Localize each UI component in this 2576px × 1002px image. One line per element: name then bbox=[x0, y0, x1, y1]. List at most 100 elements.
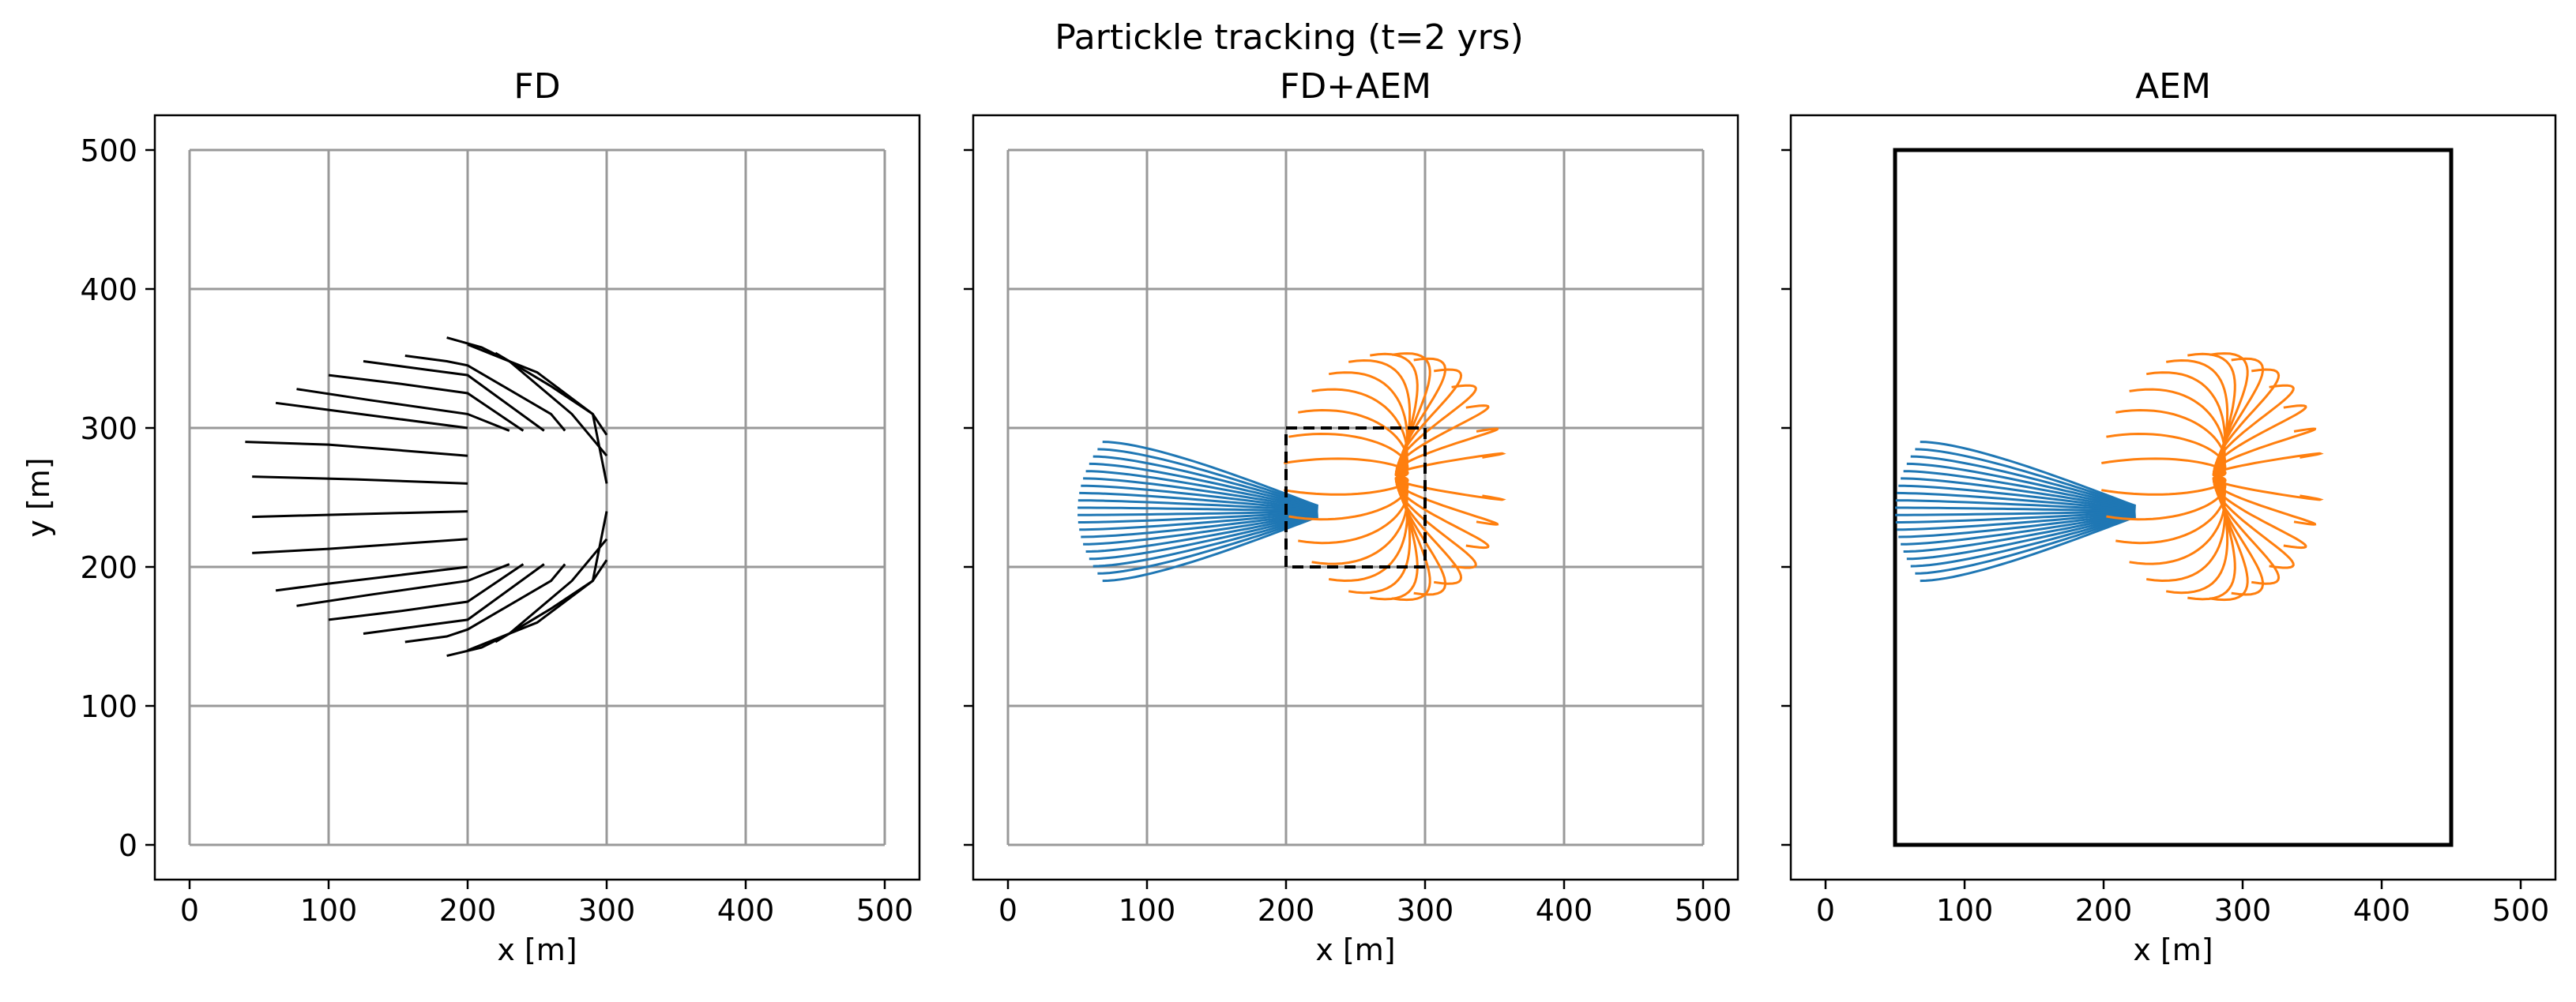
blue-pathline bbox=[1089, 513, 1318, 561]
subplot-group: FD 0 100 200 300 400 500 0 100 200 300 400 500 x [m] y… bbox=[21, 66, 2557, 967]
x-tick-label: 300 bbox=[578, 893, 636, 928]
blue-pathline bbox=[1102, 516, 1319, 583]
subplot-title: AEM bbox=[2135, 66, 2211, 107]
orange-pathline bbox=[2106, 432, 2227, 478]
fd-pathline bbox=[252, 538, 468, 554]
orange-pathline bbox=[2129, 475, 2226, 565]
y-tick-label: 400 bbox=[80, 272, 137, 307]
subplot-2: AEM 0 100 200 300 400 500 x [m] bbox=[1781, 66, 2557, 967]
fd-pathline bbox=[495, 351, 608, 436]
blue-pathline bbox=[1097, 515, 1318, 575]
orange-pathline bbox=[2212, 452, 2324, 478]
aem-subdomain-box bbox=[1284, 426, 1427, 569]
orange-pathline bbox=[2115, 408, 2227, 478]
x-tick-label: 100 bbox=[1936, 893, 1994, 928]
x-tick-label: 0 bbox=[1816, 893, 1835, 928]
orange-pathline bbox=[1288, 475, 1409, 521]
blue-pathline bbox=[1895, 511, 2136, 524]
blue-pathline bbox=[1079, 491, 1318, 512]
subplot-title: FD+AEM bbox=[1280, 66, 1431, 107]
aem-domain-boundary bbox=[1893, 148, 2454, 847]
x-tick-label: 500 bbox=[856, 893, 914, 928]
blue-pathline bbox=[1092, 455, 1318, 509]
blue-pathline bbox=[1898, 484, 2136, 511]
orange-pathline bbox=[1288, 432, 1409, 478]
blue-pathline bbox=[1906, 513, 2136, 561]
axes-frame bbox=[972, 114, 1739, 881]
fd-pathline bbox=[328, 563, 525, 621]
blue-pathline bbox=[1077, 506, 1318, 512]
y-tick-label: 300 bbox=[80, 411, 137, 446]
fd-pathline bbox=[404, 563, 566, 644]
x-tick-label: 400 bbox=[1536, 893, 1593, 928]
fd-pathline bbox=[296, 563, 510, 607]
y-axis-label: y [m] bbox=[21, 457, 56, 537]
fd-pathline bbox=[252, 475, 468, 485]
blue-pathline bbox=[1895, 499, 2136, 512]
x-tick-label: 200 bbox=[1258, 893, 1315, 928]
subplot-title: FD bbox=[513, 66, 560, 107]
fd-pathline bbox=[446, 538, 608, 658]
subplot-1: FD+AEM 0 100 200 300 400 500 x [m] bbox=[964, 66, 1739, 967]
blue-pathline bbox=[1089, 462, 1318, 509]
blue-pathline bbox=[1077, 511, 1318, 524]
orange-pathline bbox=[2106, 475, 2227, 521]
x-tick-label: 0 bbox=[998, 893, 1017, 928]
orange-pathline bbox=[1394, 475, 1499, 526]
x-tick-label: 100 bbox=[300, 893, 358, 928]
fd-pathline bbox=[275, 401, 468, 430]
blue-pathline bbox=[1920, 516, 2137, 583]
fd-pathline bbox=[495, 559, 608, 644]
x-axis-label: x [m] bbox=[497, 933, 577, 967]
blue-pathline bbox=[1092, 514, 1318, 568]
orange-pathline bbox=[1394, 475, 1506, 501]
orange-pathline bbox=[1395, 475, 1490, 550]
x-tick-label: 0 bbox=[180, 893, 199, 928]
orange-pathline bbox=[2101, 475, 2227, 496]
fd-pathline bbox=[467, 343, 608, 484]
orange-pathline bbox=[2213, 475, 2295, 569]
y-tick-label: 200 bbox=[80, 550, 137, 585]
fd-pathline bbox=[363, 563, 545, 635]
orange-pathline bbox=[1298, 408, 1409, 478]
orange-pathline bbox=[1394, 452, 1506, 478]
blue-pathline bbox=[1081, 484, 1318, 511]
blue-pathline bbox=[1079, 512, 1318, 531]
fd-pathline bbox=[328, 373, 525, 432]
blue-pathline bbox=[1897, 512, 2136, 531]
x-tick-label: 200 bbox=[439, 893, 497, 928]
y-tick-label: 500 bbox=[80, 133, 137, 168]
blue-pathline bbox=[1915, 515, 2136, 575]
y-tick-label: 0 bbox=[118, 828, 137, 863]
blue-pathline bbox=[1910, 455, 2136, 509]
fd-pathline bbox=[245, 441, 468, 457]
blue-pathline bbox=[1077, 499, 1318, 512]
x-tick-label: 500 bbox=[1675, 893, 1732, 928]
x-tick-label: 200 bbox=[2075, 893, 2133, 928]
blue-pathline bbox=[1903, 513, 2136, 553]
fd-pathline bbox=[363, 360, 545, 432]
x-tick-label: 400 bbox=[717, 893, 775, 928]
blue-pathline bbox=[1903, 470, 2136, 509]
orange-pathline bbox=[1284, 457, 1409, 478]
blue-pathline bbox=[1915, 448, 2136, 508]
blue-pathline bbox=[1097, 448, 1318, 508]
x-tick-label: 300 bbox=[1397, 893, 1454, 928]
x-tick-label: 400 bbox=[2353, 893, 2411, 928]
x-axis-label: x [m] bbox=[1315, 933, 1395, 967]
blue-pathline bbox=[1085, 470, 1318, 509]
blue-pathline bbox=[1083, 477, 1318, 510]
fd-pathline bbox=[252, 510, 468, 519]
x-axis-label: x [m] bbox=[2133, 933, 2213, 967]
blue-pathline bbox=[1897, 491, 2136, 512]
fd-pathline bbox=[275, 565, 468, 592]
orange-pathline bbox=[2101, 457, 2227, 478]
blue-pathline bbox=[1901, 477, 2136, 510]
orange-pathline bbox=[2212, 475, 2317, 526]
orange-pathline bbox=[2212, 475, 2324, 501]
blue-pathline bbox=[1895, 510, 2136, 516]
figure-suptitle: Partickle tracking (t=2 yrs) bbox=[1055, 17, 1524, 58]
orange-pathline bbox=[1284, 475, 1409, 496]
blue-pathline bbox=[1895, 506, 2136, 512]
